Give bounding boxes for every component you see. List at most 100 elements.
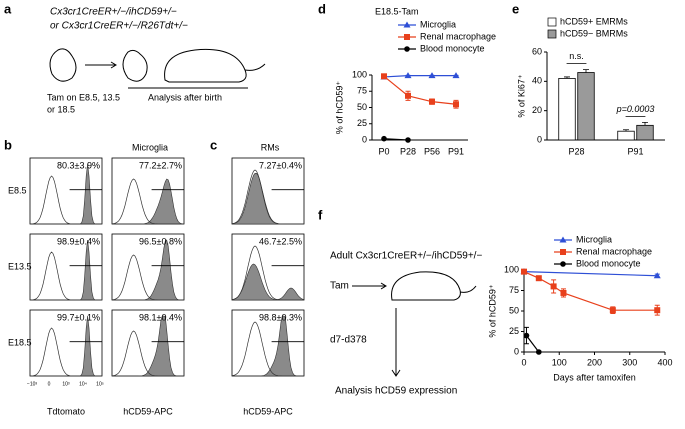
flow-title: Microglia — [132, 142, 168, 152]
y-tick-label: 25 — [509, 326, 519, 336]
series-line — [383, 75, 456, 78]
marker — [453, 101, 459, 108]
x-axis-label: Days after tamoxifen — [553, 372, 636, 382]
bar — [558, 78, 576, 141]
row-label: E13.5 — [8, 261, 32, 271]
histogram — [30, 239, 102, 301]
panel-label: b — [4, 137, 12, 152]
days-label: d7-d378 — [330, 335, 367, 346]
marker — [550, 283, 557, 290]
marker — [428, 72, 436, 79]
illustration — [49, 48, 266, 89]
tam-label: Tam — [330, 281, 349, 292]
tam-label: or 18.5 — [47, 104, 75, 114]
marker — [405, 137, 411, 143]
gate-stat: 98.1±0.4% — [139, 312, 182, 322]
row-label: E18.5 — [8, 337, 32, 347]
annotation: n.s. — [569, 51, 584, 61]
bar — [636, 124, 654, 141]
histogram-control — [111, 178, 184, 225]
histogram — [112, 239, 184, 301]
legend-label: Blood monocyte — [576, 258, 641, 268]
panel-label: d — [318, 1, 326, 16]
tam-label: Tam on E8.5, 13.5 — [47, 92, 120, 102]
legend-label: hCD59+ EMRMs — [560, 16, 628, 26]
gate-stat: 7.27±0.4% — [259, 160, 302, 170]
marker — [523, 332, 530, 339]
gate-stat: 98.8±0.3% — [259, 312, 302, 322]
y-tick-label: 40 — [532, 76, 542, 86]
legend-label: Renal macrophage — [420, 31, 496, 41]
marker — [559, 236, 567, 243]
histogram — [231, 173, 304, 225]
marker — [381, 135, 387, 142]
chart-title: E18.5-Tam — [375, 6, 419, 16]
series-line — [383, 75, 457, 105]
marker — [403, 21, 411, 28]
x-tick-label: P56 — [424, 146, 440, 156]
marker — [560, 261, 566, 267]
marker — [404, 72, 412, 79]
gate-stat: 99.7±0.1% — [57, 312, 100, 322]
y-tick-label: 50 — [357, 102, 367, 112]
y-tick-label: 50 — [509, 305, 519, 315]
y-axis-label: % of hCD59⁺ — [334, 81, 344, 135]
y-tick-label: 25 — [357, 118, 367, 128]
series-line — [383, 138, 409, 141]
x-tick-label: P28 — [400, 146, 416, 156]
genotype: Adult Cx3cr1CreER+/−/ihCD59+/− — [330, 251, 482, 262]
x-axis-label: hCD59-APC — [243, 406, 293, 416]
error-bar — [641, 122, 648, 126]
gate-stat: 96.5±0.8% — [139, 236, 182, 246]
axis-tick-label: 10⁵ — [96, 381, 104, 387]
bar — [577, 72, 595, 141]
y-tick-label: 20 — [532, 105, 542, 115]
panel-label: e — [512, 1, 519, 16]
series-line — [523, 271, 658, 311]
x-tick-label: P28 — [568, 146, 584, 156]
panel-label: c — [210, 137, 217, 152]
histogram-control — [231, 245, 304, 301]
series-line — [525, 335, 540, 353]
marker — [535, 275, 542, 282]
y-tick-label: 100 — [504, 264, 519, 274]
axis-tick-label: −10³ — [27, 381, 37, 387]
marker — [536, 349, 542, 355]
panel-label: f — [318, 207, 323, 222]
histogram-control — [111, 330, 184, 377]
marker — [381, 73, 387, 80]
flow-title: RMs — [261, 142, 280, 152]
histogram — [232, 315, 304, 377]
marker — [404, 34, 410, 40]
analysis-label: Analysis hCD59 expression — [335, 386, 457, 397]
histogram-control — [29, 327, 102, 377]
gate-stat: 98.9±0.4% — [57, 236, 100, 246]
error-bar — [564, 76, 571, 79]
error-bar — [582, 69, 589, 73]
y-tick-label: 100 — [352, 69, 367, 79]
illustration — [352, 271, 477, 377]
histogram — [112, 315, 184, 377]
histogram-control — [231, 169, 304, 225]
gate-stat: 46.7±2.5% — [259, 236, 302, 246]
y-axis-label: % of Ki67⁺ — [516, 74, 526, 118]
legend-label: Microglia — [420, 19, 456, 29]
histogram — [30, 315, 102, 377]
marker — [404, 46, 410, 52]
series-line — [523, 271, 658, 277]
y-tick-label: 0 — [362, 134, 367, 144]
histogram — [231, 263, 305, 301]
axis-tick-label: 10³ — [62, 381, 70, 387]
x-tick-label: 400 — [657, 357, 672, 367]
y-tick-label: 60 — [532, 46, 542, 56]
axis-tick-label: 10⁴ — [79, 381, 87, 387]
bar — [617, 130, 635, 141]
y-tick-label: 75 — [357, 86, 367, 96]
legend-label: hCD59− BMRMs — [560, 28, 628, 38]
row-label: E8.5 — [8, 185, 27, 195]
x-tick-label: P0 — [378, 146, 389, 156]
legend-swatch — [547, 17, 557, 27]
analysis-label: Analysis after birth — [148, 92, 222, 102]
legend-label: Microglia — [576, 234, 612, 244]
